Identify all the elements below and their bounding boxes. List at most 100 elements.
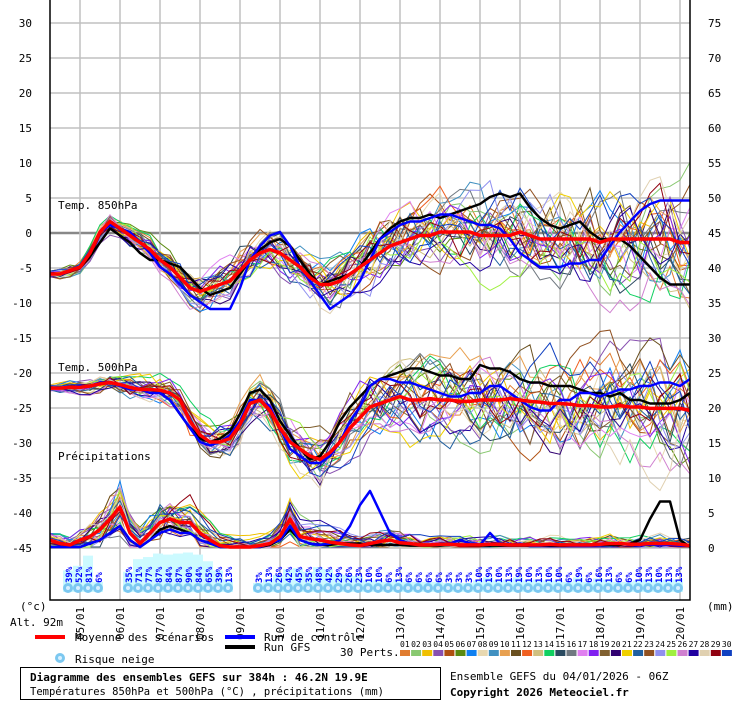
snow-risk-pct: 16% bbox=[595, 566, 605, 583]
perturbation-legend-id: 07 bbox=[467, 640, 477, 649]
x-tick-label: 14/01 bbox=[434, 607, 447, 640]
snowflake-icon-center bbox=[276, 586, 280, 590]
snow-risk-pct: 13% bbox=[665, 566, 675, 583]
title-box bbox=[20, 667, 441, 700]
right-tick-label: 40 bbox=[708, 262, 721, 275]
perturbation-legend-id: 13 bbox=[533, 640, 543, 649]
snow-risk-pct: 42% bbox=[285, 566, 295, 583]
snowflake-icon-center bbox=[386, 586, 390, 590]
run-info: Ensemble GEFS du 04/01/2026 - 06Z bbox=[450, 670, 669, 683]
snow-risk-pct: 10% bbox=[495, 566, 505, 583]
snow-risk-pct: 6% bbox=[435, 572, 445, 583]
snow-risk-pct: 84% bbox=[195, 566, 205, 583]
snowflake-icon-center bbox=[336, 586, 340, 590]
x-tick-label: 18/01 bbox=[594, 607, 607, 640]
snow-risk-bar bbox=[333, 573, 343, 592]
snowflake-icon-center bbox=[486, 586, 490, 590]
perturbation-legend-id: 27 bbox=[689, 640, 699, 649]
right-tick-label: 0 bbox=[708, 542, 715, 555]
snow-risk-pct: 19% bbox=[485, 566, 495, 583]
left-tick-label: 5 bbox=[25, 192, 32, 205]
panel-label-t500: Temp. 500hPa bbox=[58, 361, 137, 374]
perturbation-legend-id: 26 bbox=[678, 640, 688, 649]
right-tick-label: 10 bbox=[708, 472, 721, 485]
snow-risk-pct: 6% bbox=[425, 572, 435, 583]
panel-label-precip: Précipitations bbox=[58, 450, 151, 463]
snowflake-icon-center bbox=[526, 586, 530, 590]
snowflake-icon-center bbox=[416, 586, 420, 590]
snowflake-icon-center bbox=[656, 586, 660, 590]
snow-risk-pct: 6% bbox=[585, 572, 595, 583]
right-tick-label: 70 bbox=[708, 52, 721, 65]
snow-risk-pct: 10% bbox=[365, 566, 375, 583]
snow-risk-pct: 39% bbox=[65, 566, 75, 583]
perturbation-legend-id: 03 bbox=[422, 640, 432, 649]
snow-risk-pct: 13% bbox=[535, 566, 545, 583]
snow-risk-bar bbox=[183, 552, 193, 592]
perturbation-legend-swatch bbox=[499, 650, 510, 656]
perturbation-legend-id: 29 bbox=[711, 640, 721, 649]
snow-risk-bar bbox=[293, 568, 303, 592]
snowflake-icon-center bbox=[646, 586, 650, 590]
snow-risk-pct: 29% bbox=[335, 566, 345, 583]
perturbation-lines bbox=[49, 161, 691, 548]
legend-mean-label: Moyenne des scénarios bbox=[75, 631, 214, 644]
x-tick-label: 07/01 bbox=[154, 607, 167, 640]
perturbation-legend-id: 19 bbox=[600, 640, 610, 649]
snowflake-icon-center bbox=[546, 586, 550, 590]
perturbation-legend-swatch bbox=[577, 650, 588, 656]
perturbation-legend-swatch bbox=[688, 650, 699, 656]
snowflake-icon-center bbox=[296, 586, 300, 590]
snow-risk-bar bbox=[63, 570, 73, 592]
x-tick-label: 11/01 bbox=[314, 607, 327, 640]
snow-risk-pct: 19% bbox=[515, 566, 525, 583]
perturbation-legend-id: 16 bbox=[567, 640, 577, 649]
snow-risk-pct: 3% bbox=[445, 572, 455, 583]
perturbation-legend-id: 06 bbox=[456, 640, 466, 649]
perturbation-line-21 bbox=[49, 373, 691, 480]
x-tick-label: 13/01 bbox=[394, 607, 407, 640]
perturbation-legend-swatch bbox=[699, 650, 710, 656]
perturbations-label: 30 Perts. bbox=[340, 646, 400, 659]
snowflake-icon-center bbox=[306, 586, 310, 590]
snow-risk-pct: 13% bbox=[645, 566, 655, 583]
perturbation-legend-swatch bbox=[477, 650, 488, 656]
snowflake-icon-center bbox=[396, 586, 400, 590]
right-tick-label: 35 bbox=[708, 297, 721, 310]
perturbation-line-17 bbox=[49, 366, 691, 454]
x-tick-label: 08/01 bbox=[194, 607, 207, 640]
snow-risk-bar bbox=[213, 570, 223, 592]
snow-risk-pct: 10% bbox=[555, 566, 565, 583]
snow-risk-pct: 52% bbox=[75, 566, 85, 583]
left-tick-label: 25 bbox=[19, 52, 32, 65]
snowflake-icon-center bbox=[376, 586, 380, 590]
perturbation-legend-id: 28 bbox=[700, 640, 710, 649]
left-tick-label: 20 bbox=[19, 87, 32, 100]
snow-risk-pct: 10% bbox=[475, 566, 485, 583]
snowflake-icon-center bbox=[176, 586, 180, 590]
snow-risk-row: 39% 52% 81% 6% 35% 71% 77% 87% 84% 87% 90% 84% 65% 39… bbox=[63, 552, 685, 593]
perturbation-legend-id: 15 bbox=[555, 640, 565, 649]
perturbation-legend-swatch bbox=[455, 650, 466, 656]
snowflake-icon-center bbox=[616, 586, 620, 590]
snowflake-icon-center bbox=[326, 586, 330, 590]
right-tick-label: 50 bbox=[708, 192, 721, 205]
snow-risk-bar bbox=[283, 569, 293, 592]
perturbation-legend-swatch bbox=[544, 650, 555, 656]
snow-risk-bar bbox=[203, 561, 213, 592]
perturbation-line-26 bbox=[49, 213, 691, 314]
snowflake-icon-center bbox=[256, 586, 260, 590]
altitude-label: Alt. 92m bbox=[10, 616, 63, 629]
perturbation-legend-id: 11 bbox=[511, 640, 521, 649]
snow-risk-bar bbox=[143, 557, 153, 592]
perturbation-legend-swatch bbox=[610, 650, 621, 656]
snow-risk-pct: 87% bbox=[155, 566, 165, 583]
snowflake-icon-center bbox=[456, 586, 460, 590]
snow-risk-bar bbox=[123, 571, 133, 592]
snow-risk-pct: 6% bbox=[95, 572, 105, 583]
snow-risk-pct: 87% bbox=[175, 566, 185, 583]
snowflake-icon-center bbox=[76, 586, 80, 590]
perturbation-legend-swatch bbox=[622, 650, 632, 656]
snowflake-icon-center bbox=[626, 586, 630, 590]
